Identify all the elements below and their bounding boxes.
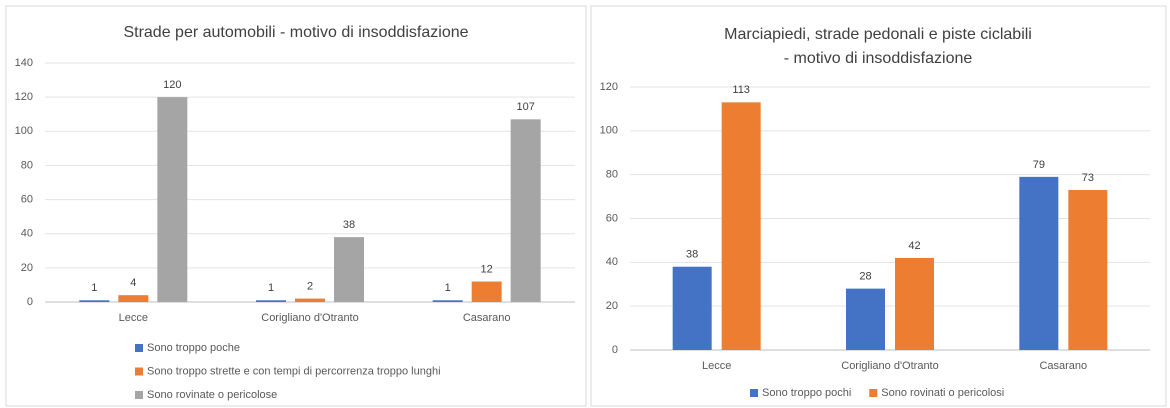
data-label: 1 <box>268 282 274 294</box>
legend-label: Sono rovinate o pericolose <box>147 389 277 401</box>
y-tick-label: 20 <box>21 262 33 274</box>
chart-frame <box>5 5 587 407</box>
bar <box>256 300 286 302</box>
y-tick-label: 40 <box>21 228 33 240</box>
bar <box>1068 190 1108 350</box>
legend-swatch <box>869 389 878 397</box>
bar <box>1019 176 1059 350</box>
y-tick-label: 80 <box>606 169 618 181</box>
y-tick-label: 100 <box>15 125 33 137</box>
bar <box>471 281 502 302</box>
data-label: 42 <box>908 240 920 252</box>
data-label: 79 <box>1033 159 1045 171</box>
data-label: 1 <box>91 282 97 294</box>
chart-title: - motivo di insoddisfazione <box>784 50 973 67</box>
y-tick-label: 40 <box>606 256 618 268</box>
bar <box>118 295 149 302</box>
legend-label: Sono troppo pochi <box>762 387 851 399</box>
data-label: 12 <box>481 263 493 275</box>
bar <box>157 97 188 303</box>
x-tick-label: Casarano <box>1039 360 1087 372</box>
chart-title: Marciapiedi, strade pedonali e piste cic… <box>724 26 1032 43</box>
data-label: 28 <box>859 271 871 283</box>
data-label: 38 <box>686 249 698 261</box>
y-tick-label: 120 <box>15 91 33 103</box>
legend-label: Sono troppo poche <box>147 342 240 354</box>
bar <box>672 266 712 350</box>
x-tick-label: Lecce <box>119 312 148 324</box>
bar <box>721 102 761 350</box>
x-tick-label: Corigliano d'Otranto <box>841 360 939 372</box>
data-label: 73 <box>1082 172 1094 184</box>
bar <box>846 288 885 350</box>
data-label: 38 <box>343 219 355 231</box>
y-tick-label: 60 <box>21 193 33 205</box>
x-tick-label: Corigliano d'Otranto <box>261 312 359 324</box>
bar <box>510 119 541 302</box>
legend-swatch <box>135 344 143 352</box>
y-tick-label: 0 <box>612 344 618 356</box>
data-label: 2 <box>307 280 313 292</box>
chart-title: Strade per automobili - motivo di insodd… <box>123 24 468 41</box>
bar <box>334 237 364 302</box>
y-tick-label: 140 <box>15 57 33 69</box>
bar <box>895 257 934 350</box>
legend-swatch <box>750 389 758 397</box>
y-tick-label: 0 <box>27 296 33 308</box>
y-tick-label: 60 <box>606 212 618 224</box>
legend-label: Sono rovinati o pericolosi <box>881 387 1004 399</box>
data-label: 1 <box>445 282 451 294</box>
y-tick-label: 20 <box>606 300 618 312</box>
bar <box>432 300 463 302</box>
data-label: 4 <box>130 277 136 289</box>
bar <box>79 300 110 302</box>
data-label: 120 <box>163 79 181 91</box>
y-tick-label: 80 <box>21 159 33 171</box>
legend-swatch <box>135 367 143 376</box>
y-tick-label: 120 <box>600 81 618 93</box>
legend-label: Sono troppo strette e con tempi di perco… <box>147 365 441 377</box>
data-label: 107 <box>516 101 534 113</box>
legend-swatch <box>135 391 143 399</box>
x-tick-label: Casarano <box>463 312 511 324</box>
data-label: 113 <box>732 84 750 96</box>
bar <box>295 298 325 302</box>
y-tick-label: 100 <box>600 125 618 137</box>
x-tick-label: Lecce <box>702 360 731 372</box>
